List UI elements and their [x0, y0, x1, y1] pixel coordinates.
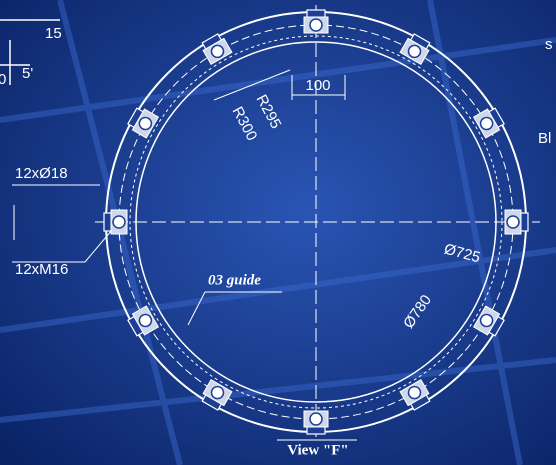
bolt — [127, 305, 160, 337]
dimension-label: 15 — [45, 25, 62, 42]
thread-label: 12xM16 — [15, 261, 68, 278]
side-label: s — [545, 36, 553, 53]
bolt-head — [479, 116, 494, 131]
view-title: View "F" — [287, 442, 349, 458]
bolt-head — [112, 215, 126, 229]
bolt-head — [309, 412, 323, 426]
hole-label: 12xØ18 — [15, 165, 68, 182]
bolt-head — [407, 44, 422, 59]
bolt — [399, 378, 431, 411]
bolt-head — [407, 385, 422, 400]
dimension-label: 100 — [305, 77, 330, 94]
guide-label: 03 guide — [208, 272, 261, 288]
dimension-label: 0 — [0, 71, 6, 88]
side-label: Bl — [538, 130, 551, 147]
bolt-head — [210, 385, 225, 400]
bolt — [303, 410, 329, 435]
bolt — [127, 107, 160, 139]
bolt-head — [210, 44, 225, 59]
bolt — [472, 305, 505, 337]
bolt — [103, 209, 128, 235]
bolt-head — [138, 313, 153, 328]
bolt — [201, 33, 233, 66]
bolt-head — [309, 18, 323, 32]
bolt — [472, 107, 505, 139]
bolt-head — [479, 313, 494, 328]
bolt-head — [138, 116, 153, 131]
bolt — [399, 33, 431, 66]
bolt — [201, 378, 233, 411]
bolt — [504, 209, 529, 235]
dimension-label: 5' — [22, 65, 33, 82]
bolt-head — [506, 215, 520, 229]
bolt — [303, 9, 329, 34]
